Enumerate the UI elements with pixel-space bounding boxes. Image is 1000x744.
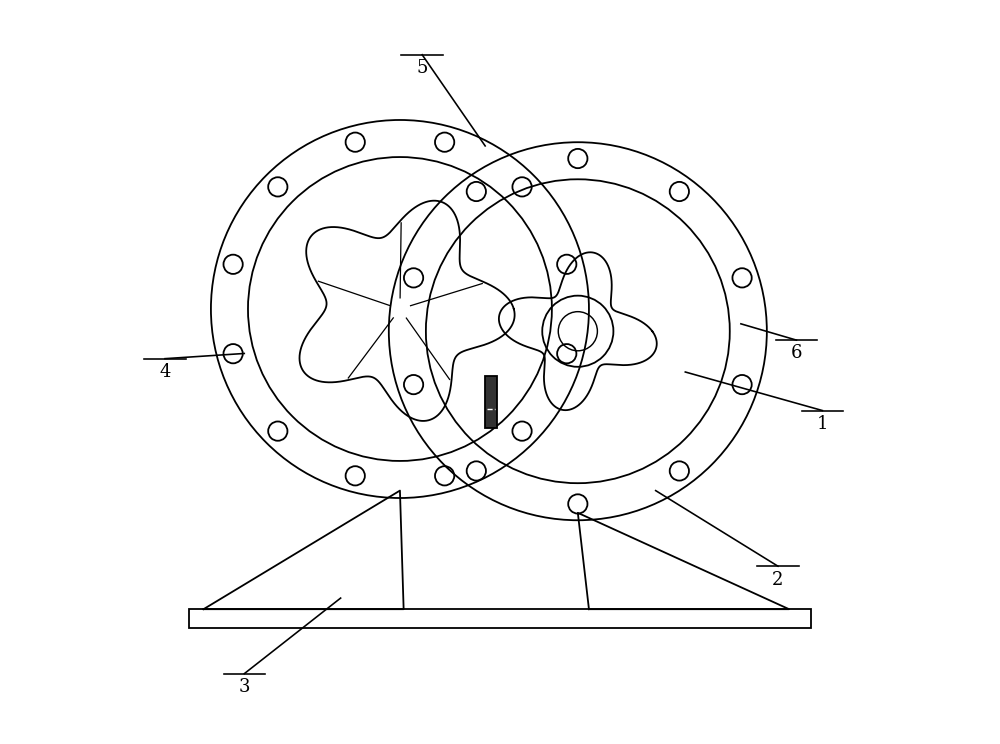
- Bar: [485, 376, 497, 428]
- Text: 6: 6: [791, 344, 802, 362]
- Text: 5: 5: [416, 59, 428, 77]
- Bar: [189, 609, 811, 628]
- Text: 3: 3: [239, 678, 250, 696]
- Text: 2: 2: [772, 571, 784, 589]
- Text: 1: 1: [817, 415, 828, 433]
- Text: 4: 4: [159, 363, 171, 381]
